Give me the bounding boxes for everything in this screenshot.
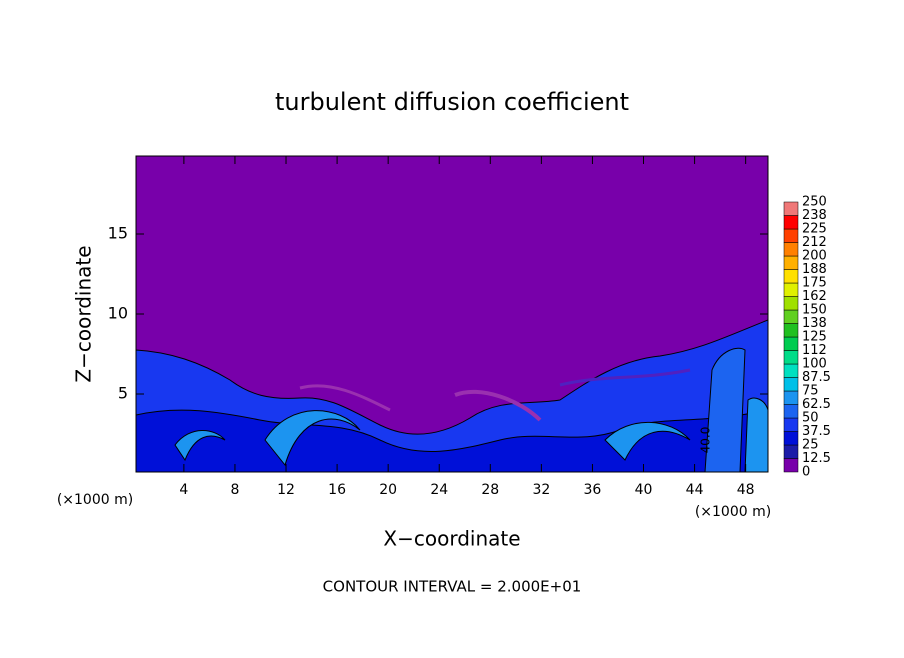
colorbar-box: [783, 215, 799, 230]
field-streak: [454, 389, 542, 422]
colorbar-box: [783, 242, 799, 257]
colorbar-label: 37.5: [802, 424, 831, 439]
x-tick-label: 48: [737, 482, 755, 498]
y-tick-label: 5: [118, 384, 128, 403]
x-tick-label: 44: [686, 482, 704, 498]
x-tick-label: 32: [532, 482, 550, 498]
colorbar-box: [783, 377, 799, 392]
colorbar-box: [783, 390, 799, 405]
colorbar-label: 0: [802, 465, 810, 480]
field-region: [744, 397, 768, 472]
x-axis-label: X−coordinate: [383, 527, 520, 551]
colorbar-box: [783, 458, 799, 473]
field-region: [174, 430, 226, 462]
y-axis-label: Z−coordinate: [72, 245, 96, 382]
colorbar-label: 200: [802, 249, 827, 264]
colorbar-label: 162: [802, 289, 827, 304]
colorbar-label: 50: [802, 411, 819, 426]
x-unit-label: (×1000 m): [695, 504, 771, 520]
colorbar-label: 12.5: [802, 451, 831, 466]
colorbar-box: [783, 336, 799, 351]
colorbar-box: [783, 323, 799, 338]
colorbar-label: 138: [802, 316, 827, 331]
field-streak: [299, 384, 391, 412]
contour-field: [136, 156, 768, 472]
colorbar-label: 87.5: [802, 370, 831, 385]
colorbar-box: [783, 350, 799, 365]
x-tick-label: 8: [230, 482, 239, 498]
colorbar-label: 150: [802, 303, 827, 318]
x-tick-label: 16: [328, 482, 346, 498]
y-tick-label: 15: [108, 224, 128, 243]
colorbar-label: 175: [802, 276, 827, 291]
x-tick-label: 4: [179, 482, 188, 498]
colorbar-label: 100: [802, 357, 827, 372]
contour-label: 40.0: [699, 427, 713, 454]
colorbar-label: 250: [802, 195, 827, 210]
field-region: [264, 410, 361, 467]
colorbar-label: 62.5: [802, 397, 831, 412]
colorbar-box: [783, 228, 799, 243]
chart-title: turbulent diffusion coefficient: [275, 88, 629, 116]
colorbar-label: 125: [802, 330, 827, 345]
colorbar-box: [783, 431, 799, 446]
annotation: CONTOUR INTERVAL = 2.000E+01: [323, 578, 582, 596]
colorbar-box: [783, 363, 799, 378]
colorbar-box: [783, 309, 799, 324]
field-region: [704, 347, 746, 472]
field-region: [604, 421, 691, 461]
colorbar-label: 225: [802, 222, 827, 237]
colorbar-box: [783, 201, 799, 216]
x-unit-label: (×1000 m): [57, 492, 133, 508]
colorbar-box: [783, 444, 799, 459]
x-tick-label: 24: [430, 482, 448, 498]
colorbar-label: 25: [802, 438, 819, 453]
x-tick-label: 20: [379, 482, 397, 498]
colorbar-box: [783, 417, 799, 432]
x-tick-label: 36: [584, 482, 602, 498]
colorbar-label: 212: [802, 235, 827, 250]
colorbar-box: [783, 269, 799, 284]
colorbar-box: [783, 282, 799, 297]
colorbar-box: [783, 255, 799, 270]
colorbar-label: 188: [802, 262, 827, 277]
x-tick-label: 28: [481, 482, 499, 498]
colorbar-label: 75: [802, 384, 819, 399]
colorbar-label: 238: [802, 208, 827, 223]
field-streak: [559, 368, 691, 387]
y-tick-label: 10: [108, 304, 128, 323]
x-tick-label: 12: [277, 482, 295, 498]
colorbar-box: [783, 296, 799, 311]
colorbar-label: 112: [802, 343, 827, 358]
colorbar-box: [783, 404, 799, 419]
x-tick-label: 40: [635, 482, 653, 498]
